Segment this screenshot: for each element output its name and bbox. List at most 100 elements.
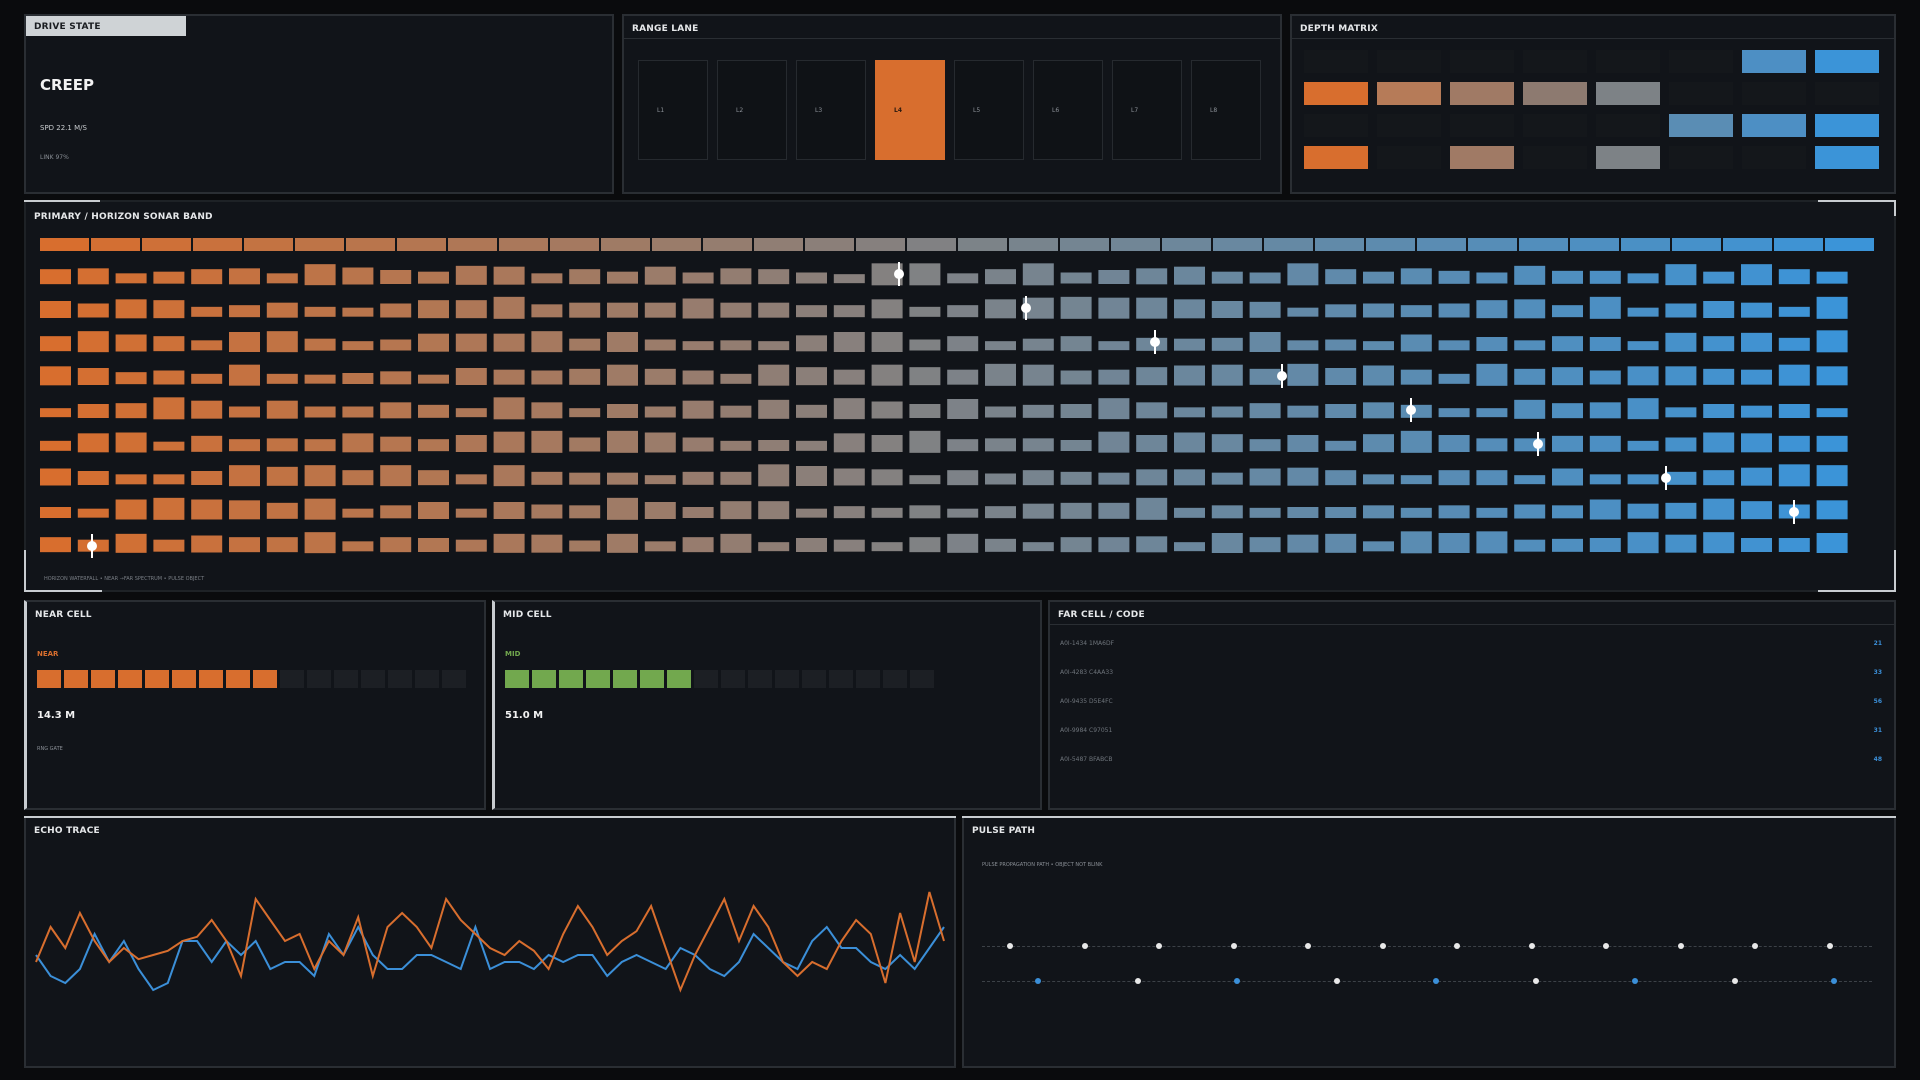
depth-cell[interactable] [1742, 146, 1806, 169]
pulse-node[interactable] [1454, 943, 1460, 949]
pulse-node[interactable] [1831, 978, 1837, 984]
waterfall-block [1778, 337, 1810, 351]
depth-cell[interactable] [1669, 82, 1733, 105]
far-code-row[interactable]: A0I-4283 C4AA33 33 [1050, 669, 1894, 681]
range-lane-l5[interactable]: L5 [954, 60, 1024, 160]
depth-cell[interactable] [1377, 114, 1441, 137]
waterfall-block [1627, 503, 1659, 519]
depth-cell[interactable] [1304, 82, 1368, 105]
depth-cell[interactable] [1669, 146, 1733, 169]
depth-cell[interactable] [1523, 146, 1587, 169]
depth-cell[interactable] [1815, 114, 1879, 137]
range-lane-l6[interactable]: L6 [1033, 60, 1103, 160]
depth-cell[interactable] [1596, 82, 1660, 105]
waterfall-block [947, 470, 979, 486]
waterfall-block [1060, 370, 1092, 385]
depth-cell[interactable] [1377, 50, 1441, 73]
pulse-node[interactable] [1826, 943, 1833, 949]
waterfall-block [1589, 270, 1621, 284]
pulse-node[interactable] [1007, 943, 1013, 949]
pulse-node[interactable] [1632, 978, 1638, 984]
waterfall-block [1476, 300, 1508, 319]
depth-cell[interactable] [1669, 50, 1733, 73]
waterfall-block [569, 269, 601, 285]
depth-cell[interactable] [1742, 50, 1806, 73]
depth-cell[interactable] [1669, 114, 1733, 137]
range-lane-l8[interactable]: L8 [1191, 60, 1261, 160]
depth-cell[interactable] [1304, 50, 1368, 73]
pulse-object-marker[interactable] [1533, 439, 1543, 449]
depth-cell[interactable] [1742, 82, 1806, 105]
pulse-object-marker[interactable] [894, 269, 904, 279]
mid-cell-panel: MID CELL MID 51.0 M [492, 600, 1042, 810]
pulse-node[interactable] [1603, 943, 1609, 949]
far-code-row[interactable]: A0I-1434 1MA6DF 21 [1050, 640, 1894, 652]
waterfall-block [380, 402, 412, 419]
depth-cell[interactable] [1815, 146, 1879, 169]
pulse-object-marker[interactable] [1789, 507, 1799, 517]
depth-cell[interactable] [1304, 146, 1368, 169]
range-lane-l7[interactable]: L7 [1112, 60, 1182, 160]
depth-cell[interactable] [1742, 114, 1806, 137]
waterfall-block [1287, 405, 1319, 418]
pulse-node[interactable] [1156, 943, 1162, 949]
pulse-node[interactable] [1528, 943, 1535, 949]
waterfall-block [569, 338, 601, 351]
waterfall-block [1325, 339, 1357, 351]
waterfall-block [1589, 296, 1621, 319]
pulse-node[interactable] [1752, 943, 1758, 949]
range-lane-l4[interactable]: L4 [875, 60, 945, 160]
depth-cell[interactable] [1450, 82, 1514, 105]
pulse-node[interactable] [1305, 943, 1311, 949]
pulse-node[interactable] [1433, 978, 1439, 984]
depth-cell[interactable] [1523, 50, 1587, 73]
pulse-node[interactable] [1677, 943, 1684, 949]
pulse-object-marker[interactable] [87, 541, 97, 551]
far-code-row[interactable]: A0I-5487 BFABCB 48 [1050, 756, 1894, 768]
waterfall-block [1438, 435, 1470, 452]
depth-cell[interactable] [1377, 146, 1441, 169]
depth-cell[interactable] [1596, 50, 1660, 73]
drive-state-tab[interactable] [26, 16, 186, 36]
range-lane-l1[interactable]: L1 [638, 60, 708, 160]
depth-cell[interactable] [1523, 82, 1587, 105]
pulse-object-marker[interactable] [1150, 337, 1160, 347]
spectrum-strip-cell [805, 238, 854, 251]
far-code-row[interactable]: A0I-9435 D5E4FC 56 [1050, 698, 1894, 710]
pulse-object-marker[interactable] [1277, 371, 1287, 381]
depth-cell[interactable] [1815, 50, 1879, 73]
waterfall-block [304, 406, 336, 418]
waterfall-block [1552, 403, 1583, 419]
pulse-object-marker[interactable] [1661, 473, 1671, 483]
depth-cell[interactable] [1450, 50, 1514, 73]
waterfall-block [796, 508, 827, 518]
waterfall-block [153, 370, 185, 385]
range-lane-l3[interactable]: L3 [796, 60, 866, 160]
pulse-node[interactable] [1731, 978, 1738, 984]
waterfall-block [1022, 470, 1054, 486]
pulse-node[interactable] [1230, 943, 1237, 949]
pulse-node[interactable] [1532, 978, 1539, 984]
spectrum-strip-cell [91, 238, 140, 251]
pulse-node[interactable] [1081, 943, 1088, 949]
depth-cell[interactable] [1377, 82, 1441, 105]
depth-cell[interactable] [1304, 114, 1368, 137]
pulse-node[interactable] [1333, 978, 1340, 984]
far-code-row[interactable]: A0I-9984 C97051 31 [1050, 727, 1894, 739]
depth-cell[interactable] [1596, 146, 1660, 169]
pulse-object-marker[interactable] [1406, 405, 1416, 415]
depth-cell[interactable] [1523, 114, 1587, 137]
depth-cell[interactable] [1596, 114, 1660, 137]
pulse-node[interactable] [1035, 978, 1041, 984]
depth-cell[interactable] [1450, 114, 1514, 137]
pulse-object-marker[interactable] [1021, 303, 1031, 313]
level-segment [37, 670, 61, 688]
pulse-node[interactable] [1234, 978, 1240, 984]
range-lane-l2[interactable]: L2 [717, 60, 787, 160]
depth-cell[interactable] [1815, 82, 1879, 105]
waterfall-block [493, 431, 525, 453]
waterfall-block [1703, 301, 1735, 318]
pulse-node[interactable] [1379, 943, 1386, 949]
depth-cell[interactable] [1450, 146, 1514, 169]
pulse-node[interactable] [1134, 978, 1141, 984]
